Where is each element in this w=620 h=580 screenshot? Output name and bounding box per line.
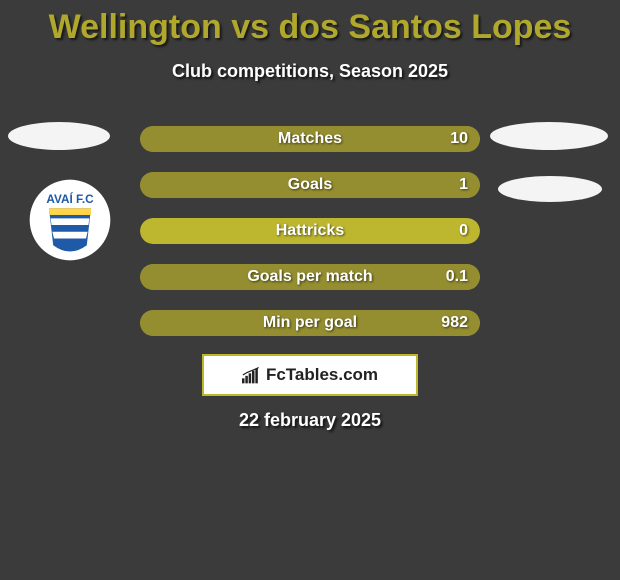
stat-value: 1: [459, 176, 468, 194]
stat-row: Matches10: [140, 126, 480, 152]
page-title: Wellington vs dos Santos Lopes: [0, 0, 620, 47]
subtitle: Club competitions, Season 2025: [0, 61, 620, 82]
stat-label: Goals per match: [140, 268, 480, 286]
player1-name: Wellington: [49, 8, 222, 46]
stat-value: 0: [459, 222, 468, 240]
player2-badge-top: [490, 122, 608, 150]
stat-row: Min per goal982: [140, 310, 480, 336]
brand-box: FcTables.com: [202, 354, 418, 396]
stat-value: 0.1: [446, 268, 468, 286]
stat-row: Hattricks0: [140, 218, 480, 244]
stat-label: Matches: [140, 130, 480, 148]
stat-row: Goals per match0.1: [140, 264, 480, 290]
vs-text: vs: [222, 8, 279, 46]
brand-text: FcTables.com: [266, 365, 378, 385]
bar-chart-icon: [242, 366, 262, 384]
stat-label: Hattricks: [140, 222, 480, 240]
stat-label: Min per goal: [140, 314, 480, 332]
player2-name: dos Santos Lopes: [279, 8, 572, 46]
stats-bars: Matches10Goals1Hattricks0Goals per match…: [140, 126, 480, 356]
svg-text:AVAÍ F.C: AVAÍ F.C: [46, 193, 94, 206]
player1-badge-top: [8, 122, 110, 150]
stat-label: Goals: [140, 176, 480, 194]
player2-badge-mid: [498, 176, 602, 202]
date-text: 22 february 2025: [0, 410, 620, 431]
stat-row: Goals1: [140, 172, 480, 198]
club-crest-icon: AVAÍ F.C: [28, 178, 112, 262]
stat-value: 982: [441, 314, 468, 332]
stat-value: 10: [450, 130, 468, 148]
